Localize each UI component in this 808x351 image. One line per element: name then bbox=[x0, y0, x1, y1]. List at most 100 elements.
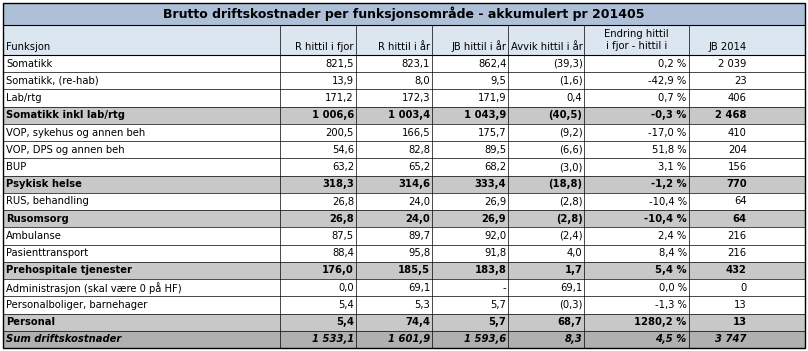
Text: 432: 432 bbox=[726, 265, 747, 276]
Bar bbox=[3, 313, 805, 331]
Text: 171,2: 171,2 bbox=[326, 93, 354, 103]
Text: 5,4: 5,4 bbox=[336, 317, 354, 327]
Bar bbox=[3, 124, 805, 141]
Text: 13,9: 13,9 bbox=[332, 76, 354, 86]
Text: 5,7: 5,7 bbox=[490, 300, 507, 310]
Text: 3 747: 3 747 bbox=[715, 335, 747, 344]
Text: 26,8: 26,8 bbox=[329, 214, 354, 224]
Text: 13: 13 bbox=[733, 317, 747, 327]
Text: Somatikk inkl lab/rtg: Somatikk inkl lab/rtg bbox=[6, 110, 125, 120]
Bar bbox=[3, 55, 805, 72]
Text: 2,4 %: 2,4 % bbox=[659, 231, 687, 241]
Text: 88,4: 88,4 bbox=[332, 248, 354, 258]
Text: 204: 204 bbox=[728, 145, 747, 155]
Text: (3,0): (3,0) bbox=[559, 162, 583, 172]
Text: 156: 156 bbox=[728, 162, 747, 172]
Text: Brutto driftskostnader per funksjonsområde - akkumulert pr 201405: Brutto driftskostnader per funksjonsområ… bbox=[163, 7, 645, 21]
Text: -10,4 %: -10,4 % bbox=[644, 214, 687, 224]
Text: 89,5: 89,5 bbox=[484, 145, 507, 155]
Text: 26,8: 26,8 bbox=[332, 197, 354, 206]
Text: -1,2 %: -1,2 % bbox=[651, 179, 687, 189]
Text: 1 043,9: 1 043,9 bbox=[464, 110, 507, 120]
Text: Psykisk helse: Psykisk helse bbox=[6, 179, 82, 189]
Text: 1 006,6: 1 006,6 bbox=[312, 110, 354, 120]
Text: JB 2014: JB 2014 bbox=[709, 42, 747, 52]
Text: 0,0 %: 0,0 % bbox=[659, 283, 687, 293]
Text: 1280,2 %: 1280,2 % bbox=[634, 317, 687, 327]
Text: 65,2: 65,2 bbox=[408, 162, 430, 172]
Text: 8,3: 8,3 bbox=[565, 335, 583, 344]
Text: (2,8): (2,8) bbox=[559, 197, 583, 206]
Text: 2 039: 2 039 bbox=[718, 59, 747, 68]
Text: Somatikk, (re-hab): Somatikk, (re-hab) bbox=[6, 76, 99, 86]
Text: 5,4 %: 5,4 % bbox=[655, 265, 687, 276]
Bar bbox=[3, 296, 805, 313]
Text: 175,7: 175,7 bbox=[478, 127, 507, 138]
Text: Prehospitale tjenester: Prehospitale tjenester bbox=[6, 265, 132, 276]
Bar bbox=[3, 141, 805, 158]
Text: 1 601,9: 1 601,9 bbox=[388, 335, 430, 344]
Text: 166,5: 166,5 bbox=[402, 127, 430, 138]
Text: 91,8: 91,8 bbox=[484, 248, 507, 258]
Text: 8,4 %: 8,4 % bbox=[659, 248, 687, 258]
Text: Ambulanse: Ambulanse bbox=[6, 231, 62, 241]
Text: (6,6): (6,6) bbox=[559, 145, 583, 155]
Bar bbox=[3, 90, 805, 107]
Text: 185,5: 185,5 bbox=[398, 265, 430, 276]
Text: (0,3): (0,3) bbox=[559, 300, 583, 310]
Text: 26,9: 26,9 bbox=[482, 214, 507, 224]
Text: 862,4: 862,4 bbox=[478, 59, 507, 68]
Text: R hittil i fjor: R hittil i fjor bbox=[296, 42, 354, 52]
Bar bbox=[3, 176, 805, 193]
Text: 64: 64 bbox=[733, 214, 747, 224]
Text: 172,3: 172,3 bbox=[402, 93, 430, 103]
Text: 82,8: 82,8 bbox=[408, 145, 430, 155]
Text: (9,2): (9,2) bbox=[559, 127, 583, 138]
Text: 1 593,6: 1 593,6 bbox=[464, 335, 507, 344]
Text: 54,6: 54,6 bbox=[332, 145, 354, 155]
Text: 8,0: 8,0 bbox=[415, 76, 430, 86]
Bar bbox=[3, 279, 805, 296]
Text: -0,3 %: -0,3 % bbox=[651, 110, 687, 120]
Text: Personal: Personal bbox=[6, 317, 55, 327]
Text: (39,3): (39,3) bbox=[553, 59, 583, 68]
Text: 63,2: 63,2 bbox=[332, 162, 354, 172]
Text: 23: 23 bbox=[734, 76, 747, 86]
Text: 183,8: 183,8 bbox=[474, 265, 507, 276]
Text: 3,1 %: 3,1 % bbox=[659, 162, 687, 172]
Text: 1 003,4: 1 003,4 bbox=[388, 110, 430, 120]
Text: (18,8): (18,8) bbox=[549, 179, 583, 189]
Text: 0,2 %: 0,2 % bbox=[659, 59, 687, 68]
Text: 69,1: 69,1 bbox=[560, 283, 583, 293]
Text: Personalboliger, barnehager: Personalboliger, barnehager bbox=[6, 300, 147, 310]
Text: (2,8): (2,8) bbox=[556, 214, 583, 224]
Text: 406: 406 bbox=[728, 93, 747, 103]
Text: Endring hittil
i fjor - hittil i: Endring hittil i fjor - hittil i bbox=[604, 29, 669, 51]
Text: -1,3 %: -1,3 % bbox=[654, 300, 687, 310]
Text: 4,0: 4,0 bbox=[567, 248, 583, 258]
Text: 87,5: 87,5 bbox=[332, 231, 354, 241]
Text: 823,1: 823,1 bbox=[402, 59, 430, 68]
Text: 176,0: 176,0 bbox=[322, 265, 354, 276]
Text: 0,7 %: 0,7 % bbox=[659, 93, 687, 103]
Text: 5,7: 5,7 bbox=[489, 317, 507, 327]
Bar bbox=[3, 331, 805, 348]
Text: 68,7: 68,7 bbox=[558, 317, 583, 327]
Bar bbox=[3, 107, 805, 124]
Text: 216: 216 bbox=[728, 231, 747, 241]
Text: 4,5 %: 4,5 % bbox=[655, 335, 687, 344]
Text: 0: 0 bbox=[741, 283, 747, 293]
Text: 0,4: 0,4 bbox=[567, 93, 583, 103]
Text: R hittil i år: R hittil i år bbox=[378, 42, 430, 52]
Text: 333,4: 333,4 bbox=[474, 179, 507, 189]
Bar bbox=[3, 245, 805, 262]
Text: 770: 770 bbox=[726, 179, 747, 189]
Text: RUS, behandling: RUS, behandling bbox=[6, 197, 89, 206]
Text: -10,4 %: -10,4 % bbox=[649, 197, 687, 206]
Text: 74,4: 74,4 bbox=[405, 317, 430, 327]
Text: 69,1: 69,1 bbox=[408, 283, 430, 293]
Text: 318,3: 318,3 bbox=[322, 179, 354, 189]
Text: -: - bbox=[503, 283, 507, 293]
Text: (40,5): (40,5) bbox=[549, 110, 583, 120]
Text: 89,7: 89,7 bbox=[408, 231, 430, 241]
